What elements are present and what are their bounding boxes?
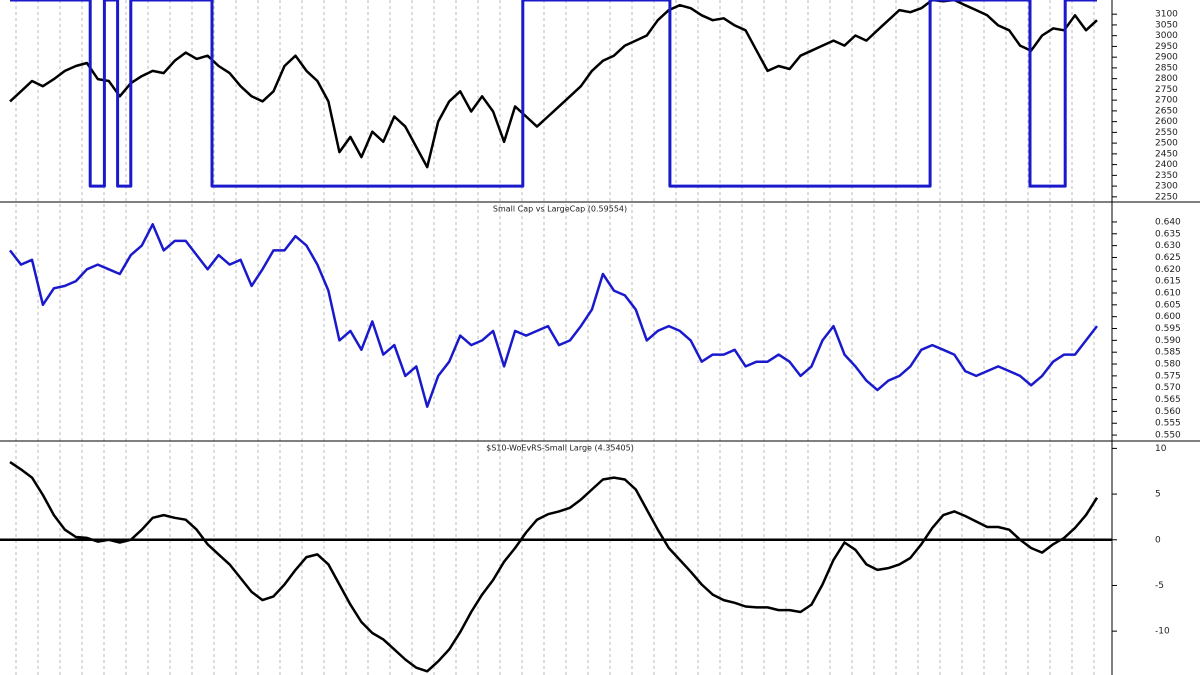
y-tick-label: 0.570 — [1155, 383, 1181, 393]
y-tick-label: 2750 — [1155, 85, 1178, 95]
y-tick-label: -5 — [1155, 581, 1164, 591]
y-tick-label: 2650 — [1155, 106, 1178, 116]
y-tick-label: 2450 — [1155, 149, 1178, 159]
y-tick-label: 0.585 — [1155, 348, 1181, 358]
panel-title: Small Cap vs LargeCap (0.59554) — [493, 205, 627, 214]
y-tick-label: 0.640 — [1155, 217, 1181, 227]
y-tick-label: 0.605 — [1155, 300, 1181, 310]
panel-title: $S10-WoEvRS-Small Large (4.35405) — [486, 444, 634, 453]
series-line — [9, 0, 1098, 169]
y-tick-label: 10 — [1155, 444, 1167, 454]
y-tick-label: -10 — [1155, 627, 1170, 637]
y-tick-label: 0.555 — [1155, 419, 1181, 429]
y-tick-label: 2350 — [1155, 171, 1178, 181]
y-tick-label: 0.575 — [1155, 371, 1181, 381]
y-tick-label: 2300 — [1155, 182, 1178, 192]
y-tick-label: 2850 — [1155, 63, 1178, 73]
y-tick-label: 2400 — [1155, 160, 1178, 170]
y-tick-label: 2600 — [1155, 117, 1178, 127]
y-tick-label: 0.565 — [1155, 395, 1181, 405]
y-tick-label: 0.560 — [1155, 407, 1181, 417]
y-tick-label: 0.550 — [1155, 431, 1181, 441]
y-tick-label: 0.630 — [1155, 241, 1181, 251]
y-tick-label: 0.625 — [1155, 253, 1181, 263]
y-tick-label: 0.580 — [1155, 360, 1181, 370]
y-tick-label: 0 — [1155, 535, 1161, 545]
y-tick-label: 3050 — [1155, 20, 1178, 30]
y-tick-label: 2800 — [1155, 74, 1178, 84]
y-tick-label: 3000 — [1155, 31, 1178, 41]
y-tick-label: 0.595 — [1155, 324, 1181, 334]
y-tick-label: 0.590 — [1155, 336, 1181, 346]
y-tick-label: 3100 — [1155, 10, 1178, 20]
series-line — [9, 461, 1099, 673]
y-tick-label: 0.635 — [1155, 229, 1181, 239]
y-tick-label: 2250 — [1155, 192, 1178, 202]
y-tick-label: 2700 — [1155, 96, 1178, 106]
y-tick-label: 5 — [1155, 490, 1161, 500]
series-line — [9, 223, 1098, 408]
y-tick-label: 0.620 — [1155, 265, 1181, 275]
series-line — [10, 0, 1097, 188]
y-tick-label: 0.600 — [1155, 312, 1181, 322]
y-tick-label: 2950 — [1155, 42, 1178, 52]
y-tick-label: 2550 — [1155, 128, 1178, 138]
y-tick-label: 2500 — [1155, 139, 1178, 149]
y-tick-label: 2900 — [1155, 53, 1178, 63]
y-tick-label: 0.615 — [1155, 277, 1181, 287]
y-tick-label: 0.610 — [1155, 288, 1181, 298]
